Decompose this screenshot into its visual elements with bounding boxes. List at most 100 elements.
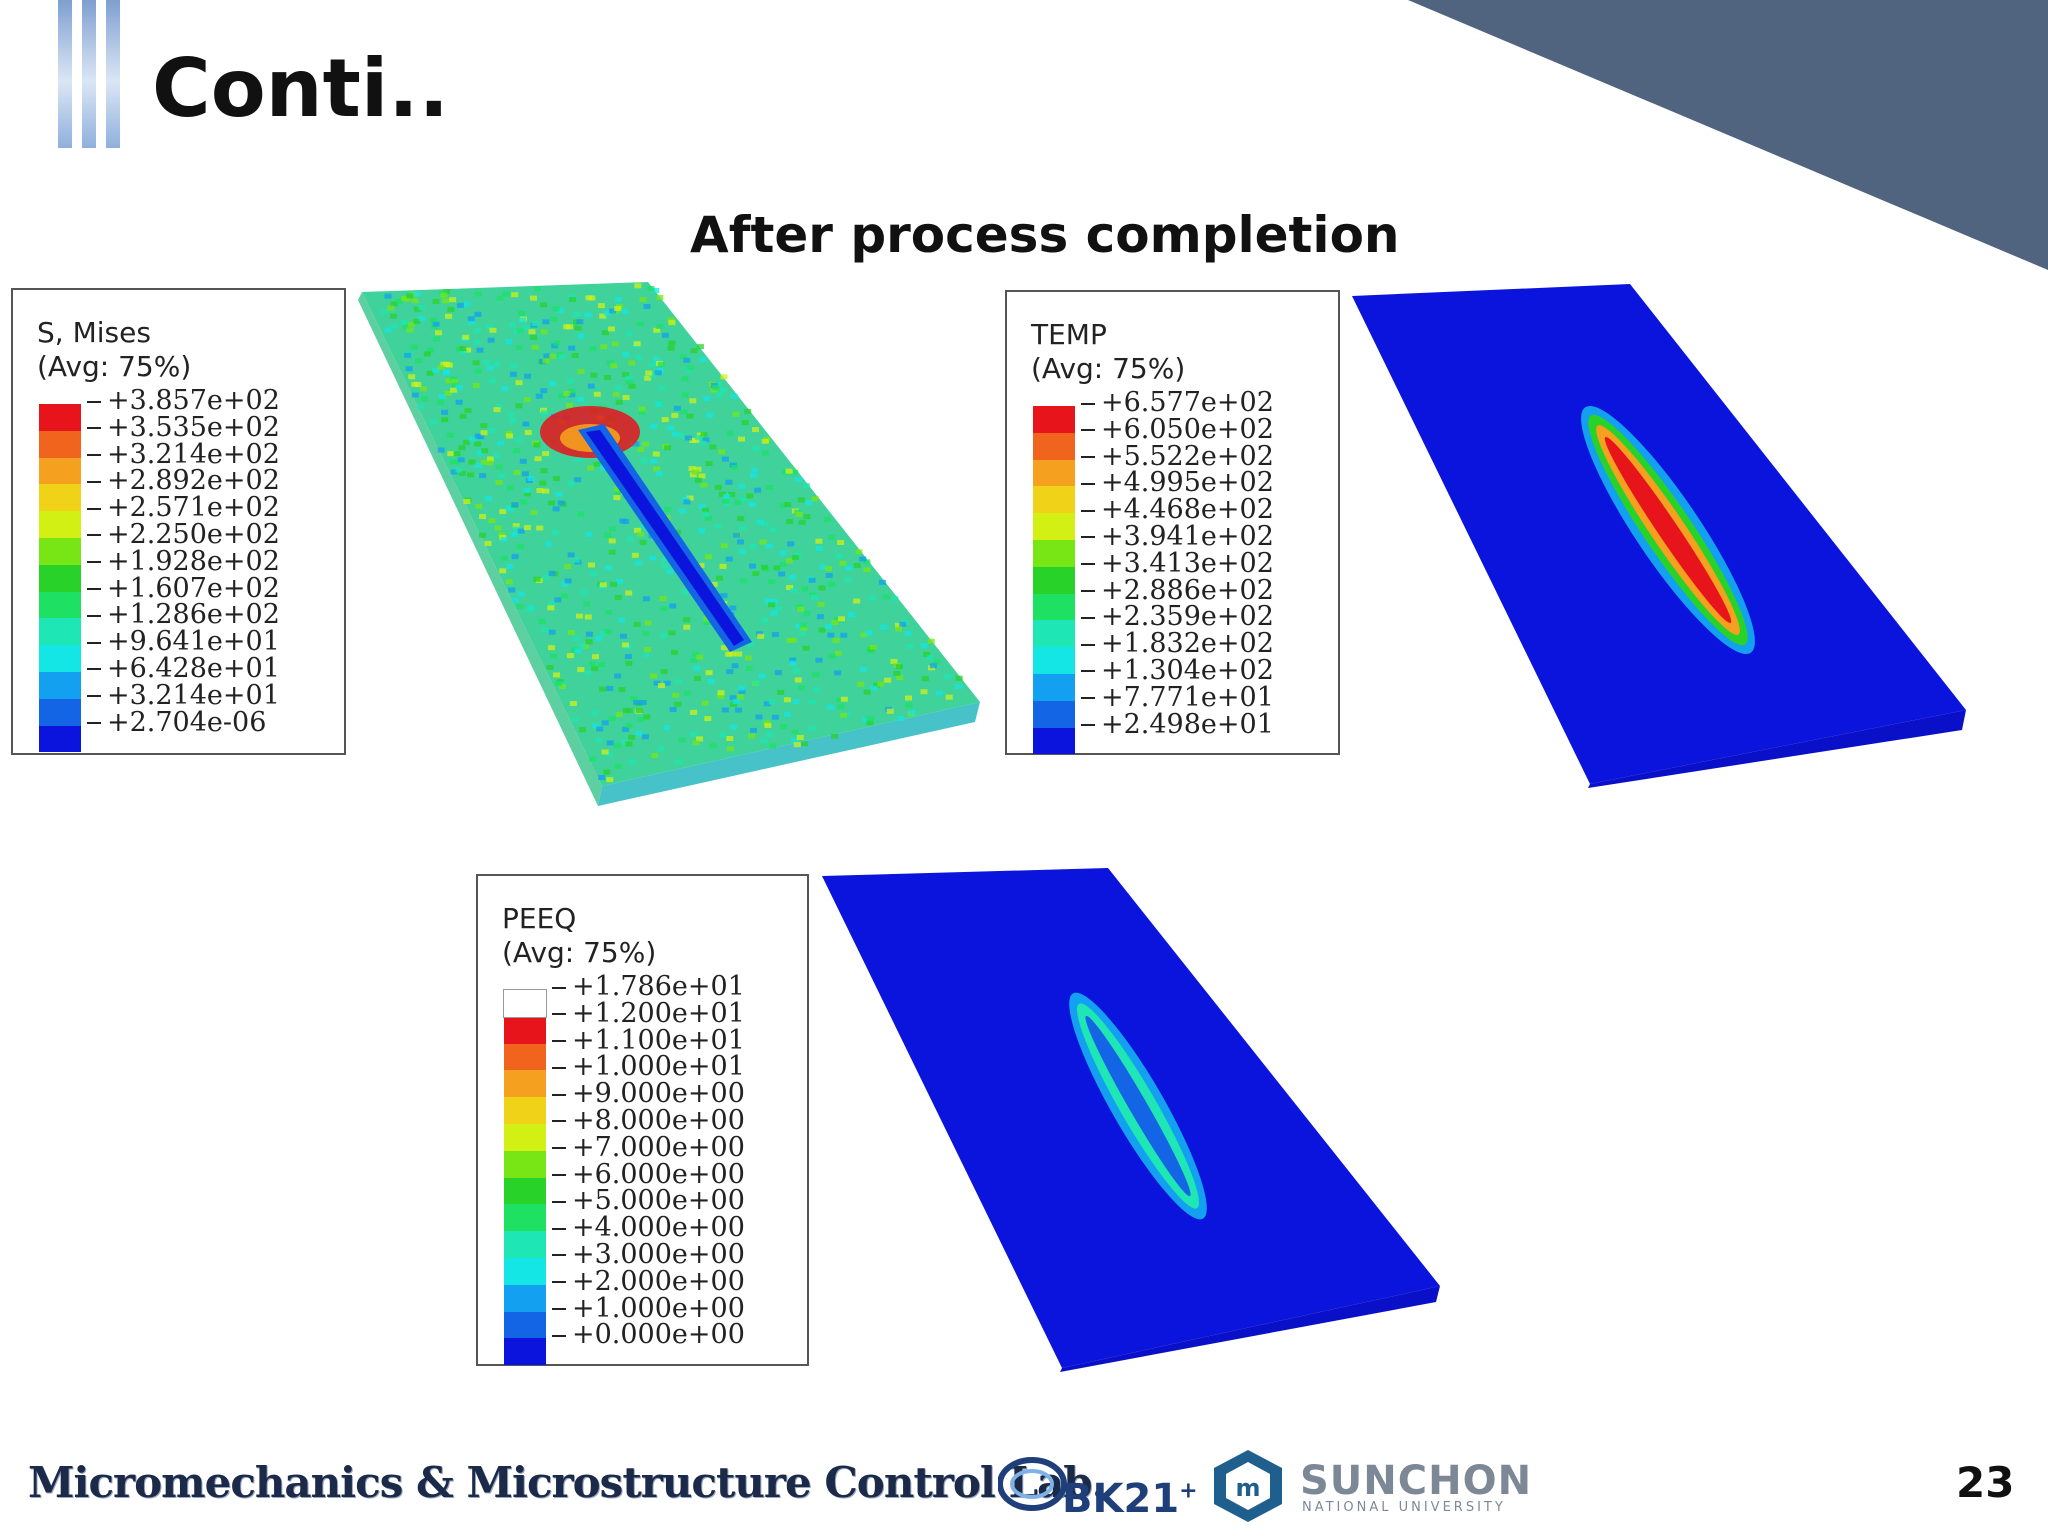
- legend-value-label: +2.000e+00: [552, 1268, 745, 1296]
- legend-value-label: +3.857e+02: [87, 387, 280, 415]
- legend-color-swatch: [1033, 673, 1075, 701]
- corner-triangle-decoration: [1408, 0, 2048, 270]
- university-emblem-icon: m: [1214, 1450, 1282, 1522]
- peeq-legend: PEEQ (Avg: 75%) +1.786e+01 +1.200e+01 +1.1…: [476, 874, 809, 1366]
- legend-value-label: +3.941e+02: [1081, 523, 1274, 551]
- legend-value-label: +1.100e+01: [552, 1027, 745, 1055]
- legend-value-label: +1.786e+01: [552, 973, 745, 1001]
- bk21-logo-icon: [998, 1457, 1067, 1511]
- legend-value-label: +8.000e+00: [552, 1107, 745, 1135]
- legend-value-label: +2.359e+02: [1081, 603, 1274, 631]
- legend-color-swatch: [504, 1284, 546, 1312]
- legend-value-label: +1.607e+02: [87, 575, 280, 603]
- legend-title: PEEQ: [502, 902, 577, 935]
- legend-color-swatch: [39, 537, 81, 565]
- legend-color-swatch: [39, 645, 81, 672]
- legend-value-label: +2.571e+02: [87, 494, 280, 522]
- legend-value-label: +1.304e+02: [1081, 657, 1274, 685]
- legend-value-label: +6.577e+02: [1081, 389, 1274, 417]
- legend-color-swatch: [504, 1070, 546, 1098]
- legend-value-label: +3.214e+01: [87, 682, 280, 710]
- lab-name-logo: Micromechanics & Microstructure Control …: [28, 1458, 1106, 1507]
- legend-value-label: +4.995e+02: [1081, 469, 1274, 497]
- legend-value-label: +9.000e+00: [552, 1080, 745, 1108]
- legend-value-label: +3.000e+00: [552, 1241, 745, 1269]
- legend-value-label: +2.892e+02: [87, 467, 280, 495]
- legend-avg: (Avg: 75%): [502, 936, 657, 969]
- legend-color-swatch: [1033, 432, 1075, 460]
- legend-value-label: +1.832e+02: [1081, 630, 1274, 658]
- legend-value-label: +2.250e+02: [87, 521, 280, 549]
- legend-color-swatch: [504, 1257, 546, 1285]
- legend-color-swatch: [39, 430, 81, 458]
- legend-color-swatch: [39, 671, 81, 699]
- legend-value-label: +4.468e+02: [1081, 496, 1274, 524]
- legend-color-swatch: [1033, 406, 1075, 433]
- legend-color-swatch: [504, 1204, 546, 1232]
- legend-color-swatch: [504, 1097, 546, 1124]
- legend-color-swatch: [1033, 700, 1075, 728]
- legend-value-label: +1.928e+02: [87, 548, 280, 576]
- page-number: 23: [1956, 1458, 2015, 1507]
- legend-value-label: +1.000e+00: [552, 1295, 745, 1323]
- bk21-logo-text: BK21+: [1062, 1476, 1198, 1522]
- legend-title: TEMP: [1031, 318, 1107, 351]
- legend-value-label: +1.286e+02: [87, 601, 280, 629]
- legend-value-label: +7.000e+00: [552, 1134, 745, 1162]
- legend-avg: (Avg: 75%): [1031, 352, 1186, 385]
- svg-text:m: m: [1235, 1474, 1260, 1502]
- legend-color-swatch: [504, 1123, 546, 1151]
- legend-value-label: +7.771e+01: [1081, 684, 1274, 712]
- legend-color-swatch: [1033, 647, 1075, 674]
- legend-color-swatch: [504, 1150, 546, 1178]
- legend-color-swatch: [504, 1311, 546, 1339]
- legend-value-label: +2.498e+01: [1081, 711, 1274, 739]
- temperature-legend: TEMP (Avg: 75%) +6.577e+02 +6.050e+02 +5.5…: [1005, 290, 1340, 755]
- legend-avg: (Avg: 75%): [37, 350, 192, 383]
- legend-color-swatch: [39, 618, 81, 646]
- legend-value-label: +9.641e+01: [87, 628, 280, 656]
- temperature-plate: [1352, 284, 1966, 788]
- university-name: SUNCHON: [1300, 1458, 1533, 1504]
- legend-color-swatch: [1033, 459, 1075, 487]
- legend-value-label: +6.050e+02: [1081, 416, 1274, 444]
- legend-value-label: +6.428e+01: [87, 655, 280, 683]
- university-subtitle: NATIONAL UNIVERSITY: [1302, 1500, 1506, 1515]
- legend-color-swatch: [504, 1231, 546, 1258]
- legend-color-swatch: [504, 1177, 546, 1205]
- legend-value-label: +0.000e+00: [552, 1321, 745, 1349]
- legend-color-swatch: [1033, 620, 1075, 648]
- legend-value-label: +2.704e-06: [87, 709, 280, 737]
- legend-color-swatch: [39, 511, 81, 538]
- legend-value-label: +3.413e+02: [1081, 550, 1274, 578]
- legend-color-swatch: [39, 457, 81, 485]
- slide-subtitle: After process completion: [690, 206, 1400, 264]
- legend-value-label: +4.000e+00: [552, 1214, 745, 1242]
- legend-color-swatch: [1033, 539, 1075, 567]
- legend-value-label: +3.535e+02: [87, 414, 280, 442]
- mises-stress-legend: S, Mises (Avg: 75%) +3.857e+02 +3.535e+02…: [11, 288, 346, 755]
- legend-color-swatch: [39, 698, 81, 726]
- legend-color-swatch: [1033, 513, 1075, 540]
- legend-color-swatch: [39, 591, 81, 619]
- legend-color-swatch: [504, 1043, 546, 1071]
- legend-value-label: +5.000e+00: [552, 1187, 745, 1215]
- peeq-plate: [822, 868, 1440, 1372]
- legend-title: S, Mises: [37, 316, 151, 349]
- legend-value-label: +5.522e+02: [1081, 443, 1274, 471]
- legend-value-label: +1.200e+01: [552, 1000, 745, 1028]
- mises-stress-plate: [358, 282, 980, 806]
- bk21-label: BK21: [1062, 1476, 1180, 1522]
- legend-color-swatch: [1033, 727, 1075, 755]
- legend-color-swatch: [503, 989, 547, 1018]
- legend-color-swatch: [39, 725, 81, 753]
- legend-color-swatch: [39, 404, 81, 431]
- title-accent-bars: [58, 0, 130, 148]
- legend-color-swatch: [39, 484, 81, 512]
- legend-color-swatch: [1033, 593, 1075, 621]
- legend-value-label: +2.886e+02: [1081, 577, 1274, 605]
- page-title: Conti..: [152, 42, 450, 135]
- legend-color-swatch: [504, 1338, 546, 1366]
- legend-value-label: +3.214e+02: [87, 441, 280, 469]
